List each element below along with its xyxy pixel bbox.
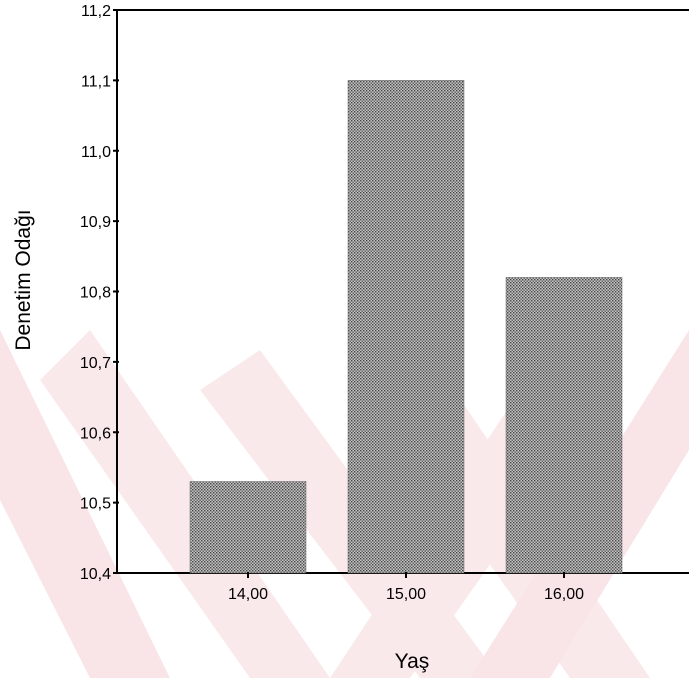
y-axis: 10,4 10,5 10,6 10,7 10,8 10,9 11,0 11,1 11,2 (80, 3, 119, 583)
bar-15,00 (347, 80, 465, 574)
y-tick-label: 11,1 (81, 73, 111, 90)
x-axis: 14,00 15,00 16,00 (228, 572, 584, 603)
x-tick-label: 14,00 (228, 586, 268, 603)
y-tick-label: 11,0 (81, 144, 111, 161)
bar-14,00 (189, 481, 307, 574)
bar-16,00 (505, 277, 623, 574)
y-tick-label: 10,5 (80, 496, 111, 513)
y-axis-title: Denetim Odağı (12, 209, 35, 350)
x-tick-label: 16,00 (544, 586, 584, 603)
x-tick-label: 15,00 (386, 586, 426, 603)
y-tick-label: 11,2 (81, 3, 111, 20)
y-tick-label: 10,4 (80, 566, 111, 583)
y-tick-label: 10,7 (80, 355, 111, 372)
y-tick-label: 10,9 (80, 214, 111, 231)
y-tick-label: 10,6 (80, 425, 111, 442)
y-tick-label: 10,8 (80, 285, 111, 302)
bars-group (189, 80, 623, 574)
x-axis-title: Yaş (395, 650, 430, 673)
